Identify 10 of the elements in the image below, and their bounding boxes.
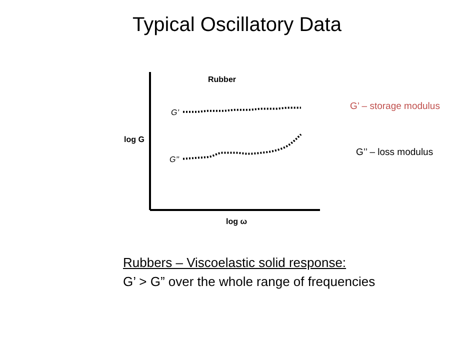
text: Rubbers – Viscoelastic solid response:	[123, 255, 346, 270]
y-axis-title: log G	[124, 135, 144, 144]
series-label: G’’	[170, 154, 180, 164]
chart-title: Typical Oscillatory Data	[132, 14, 342, 37]
chart-subtitle: Rubber	[208, 75, 236, 84]
series-label: G’	[171, 108, 180, 117]
text: G’’ – loss modulus	[356, 147, 434, 158]
text: G’ > G” over the whole range of frequencies	[123, 274, 376, 289]
text: G’ – storage modulus	[350, 101, 440, 112]
x-axis-title: log ω	[226, 217, 247, 226]
